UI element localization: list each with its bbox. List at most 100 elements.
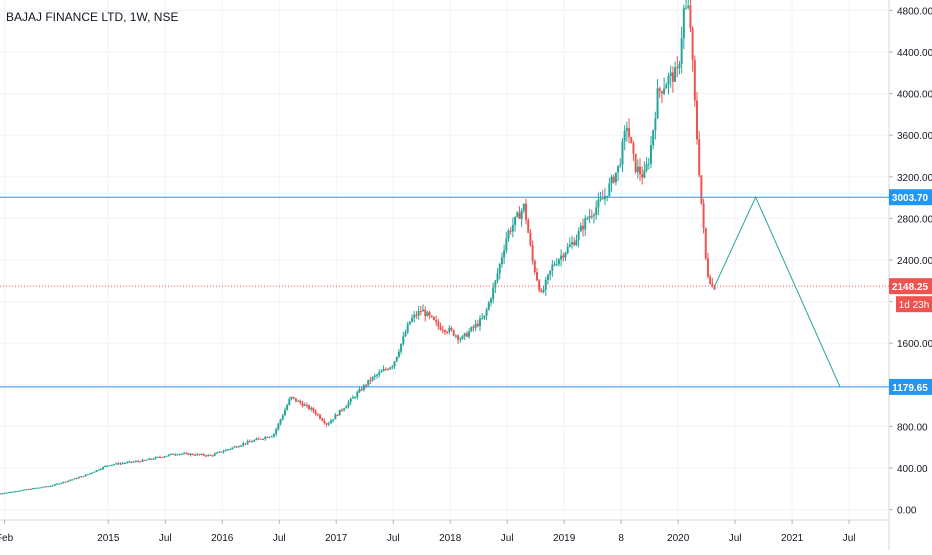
- candle-body: [16, 491, 19, 493]
- candle-body: [625, 128, 628, 131]
- candle-body: [49, 486, 52, 488]
- candle-body: [34, 488, 37, 490]
- candle-body: [290, 396, 293, 400]
- candle-body: [518, 212, 521, 219]
- candle-body: [38, 487, 41, 489]
- candle-body: [693, 60, 696, 101]
- candle-body: [161, 457, 164, 459]
- candle-body: [288, 399, 291, 405]
- candle-body: [183, 453, 186, 455]
- candle-body: [169, 453, 172, 455]
- candle-body: [251, 441, 254, 443]
- candle-body: [167, 454, 170, 456]
- candle-body: [687, 5, 690, 8]
- candle-body: [639, 166, 642, 175]
- candle-body: [235, 446, 238, 448]
- candle-body: [143, 459, 146, 461]
- candle-body: [20, 490, 23, 492]
- candle-body: [617, 165, 620, 173]
- candle-body: [468, 331, 471, 337]
- candle-body: [674, 67, 677, 82]
- candle-body: [294, 398, 297, 402]
- candle-body: [233, 446, 236, 448]
- countdown-label: 1d 23h: [899, 300, 930, 311]
- candle-body: [312, 408, 315, 412]
- candle-body: [215, 452, 218, 454]
- x-tick-label: 2021: [781, 533, 804, 544]
- candle-body: [408, 321, 411, 325]
- candle-body: [299, 400, 302, 404]
- candle-body: [424, 309, 427, 317]
- candle-body: [406, 324, 409, 333]
- candle-body: [632, 143, 635, 154]
- candle-body: [246, 441, 249, 444]
- candle-body: [286, 404, 289, 410]
- y-tick-label: 3600.00: [897, 131, 932, 142]
- candle-body: [671, 72, 674, 82]
- candle-body: [347, 402, 350, 407]
- candle-body: [628, 128, 631, 138]
- candle-body: [354, 397, 357, 399]
- candle-body: [93, 471, 96, 473]
- candle-body: [321, 418, 324, 421]
- candle-body: [187, 453, 190, 455]
- y-tick-label: 4400.00: [897, 48, 932, 59]
- candle-body: [601, 198, 604, 200]
- candle-body: [479, 318, 482, 327]
- y-tick-label: 400.00: [897, 464, 928, 475]
- x-tick-label: Jul: [387, 533, 400, 544]
- candle-body: [378, 372, 381, 375]
- candle-body: [42, 486, 45, 488]
- candle-body: [544, 279, 547, 290]
- candle-body: [426, 312, 429, 317]
- candle-body: [141, 459, 144, 462]
- candle-body: [117, 463, 120, 465]
- candle-body: [413, 314, 416, 318]
- candle-body: [174, 454, 177, 456]
- candle-body: [614, 172, 617, 183]
- candle-body: [55, 483, 58, 485]
- candle-body: [338, 409, 341, 416]
- candle-body: [485, 309, 488, 316]
- candle-body: [349, 398, 352, 403]
- candle-body: [0, 493, 1, 495]
- candle-body: [126, 462, 129, 464]
- candle-body: [437, 321, 440, 327]
- candle-body: [264, 437, 267, 439]
- candle-body: [599, 198, 602, 200]
- candle-body: [623, 130, 626, 142]
- candle-body: [172, 453, 175, 455]
- candle-body: [132, 461, 135, 463]
- candle-body: [400, 343, 403, 352]
- candle-body: [360, 389, 363, 391]
- candle-body: [29, 488, 32, 490]
- x-tick-label: 2015: [97, 533, 120, 544]
- candle-body: [244, 443, 247, 445]
- candle-body: [351, 397, 354, 399]
- candle-body: [270, 436, 273, 438]
- candle-body: [9, 491, 12, 493]
- candle-body: [492, 287, 495, 299]
- candle-body: [362, 385, 365, 391]
- candle-body: [384, 369, 387, 371]
- candle-body: [110, 464, 113, 466]
- candle-body: [209, 454, 212, 456]
- candle-body: [511, 224, 514, 232]
- candle-body: [99, 468, 102, 470]
- candle-body: [500, 257, 503, 265]
- candle-body: [134, 461, 137, 463]
- candle-body: [255, 438, 258, 441]
- candle-body: [308, 405, 311, 410]
- candle-body: [77, 477, 80, 479]
- candle-body: [163, 456, 166, 458]
- candle-body: [205, 455, 208, 457]
- candle-body: [452, 330, 455, 336]
- candle-body: [95, 470, 98, 472]
- candle-body: [242, 443, 245, 446]
- candle-body: [441, 329, 444, 331]
- candle-body: [411, 317, 414, 322]
- x-tick-label: 2017: [325, 533, 348, 544]
- x-tick-label: Feb: [0, 533, 14, 544]
- candle-body: [88, 473, 91, 475]
